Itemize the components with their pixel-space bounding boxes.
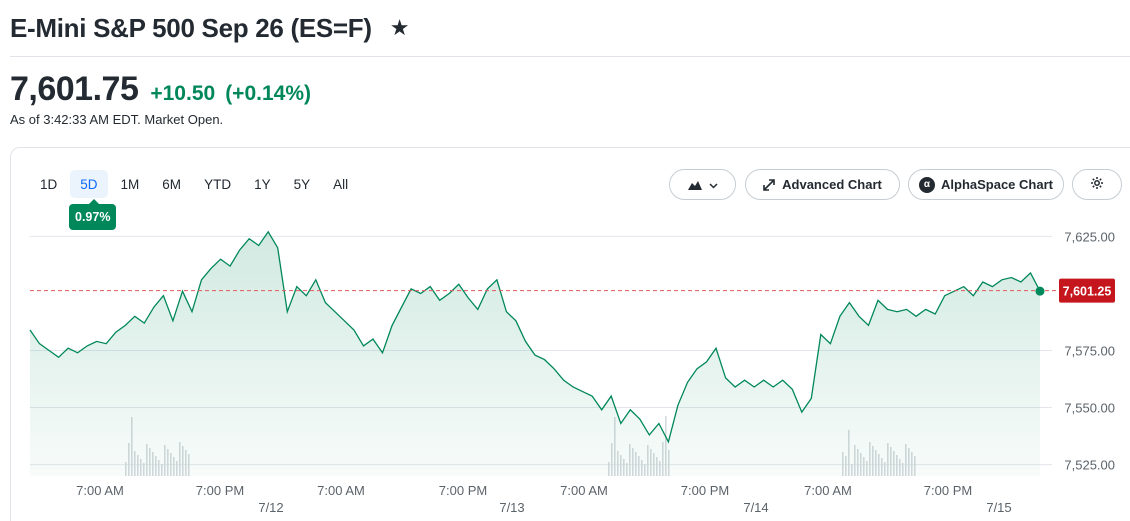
range-selector: 1D 5D 1M 6M YTD 1Y 5Y All — [30, 170, 361, 198]
y-axis-tick-label: 7,525.00 — [1064, 458, 1115, 473]
star-icon[interactable]: ★ — [389, 15, 410, 40]
alphaspace-logo-icon: α — [919, 176, 935, 193]
x-axis-time-label: 7:00 PM — [924, 483, 972, 498]
price-area-fill — [30, 231, 1040, 476]
range-all-button[interactable]: All — [323, 170, 358, 198]
range-change-badge: 0.97% — [69, 199, 117, 230]
advanced-chart-label: Advanced Chart — [782, 177, 882, 192]
page-title: E-Mini S&P 500 Sep 26 (ES=F) — [10, 12, 372, 43]
x-axis-time-label: 7:00 AM — [560, 483, 608, 498]
x-axis-time-label: 7:00 PM — [196, 483, 244, 498]
price-change: +10.50 — [150, 82, 216, 105]
price-change-percent: (+0.14%) — [225, 82, 311, 105]
x-axis-time-label: 7:00 AM — [76, 483, 124, 498]
x-axis-date-label: 7/15 — [986, 500, 1011, 515]
y-axis-tick-label: 7,550.00 — [1064, 401, 1115, 416]
range-5d-button[interactable]: 5D — [70, 170, 108, 198]
x-axis-time-label: 7:00 PM — [681, 483, 729, 498]
x-axis-time-label: 7:00 PM — [439, 483, 487, 498]
range-ytd-button[interactable]: YTD — [194, 170, 241, 198]
y-axis-tick-label: 7,625.00 — [1064, 229, 1115, 244]
chart-panel — [10, 147, 1130, 521]
expand-icon — [763, 178, 775, 191]
mountain-chart-icon — [687, 180, 702, 190]
current-price-tag — [1059, 278, 1115, 303]
alphaspace-chart-label: AlphaSpace Chart — [941, 177, 1053, 192]
header-divider — [10, 56, 1130, 57]
quote-timestamp: As of 3:42:33 AM EDT. Market Open. — [10, 112, 224, 127]
chart-type-button[interactable] — [669, 169, 736, 200]
quote-row: 7,601.75 +10.50 (+0.14%) — [10, 70, 311, 109]
x-axis-time-label: 7:00 AM — [317, 483, 365, 498]
alphaspace-chart-button[interactable]: α AlphaSpace Chart — [908, 169, 1064, 200]
current-price-tag-label: 7,601.25 — [1063, 285, 1112, 299]
chevron-down-icon — [708, 177, 718, 192]
x-axis-date-label: 7/14 — [743, 500, 768, 515]
title-row: E-Mini S&P 500 Sep 26 (ES=F) ★ — [10, 8, 409, 48]
gear-icon — [1090, 176, 1104, 193]
x-axis-time-label: 7:00 AM — [804, 483, 852, 498]
range-1y-button[interactable]: 1Y — [244, 170, 281, 198]
last-price-dot — [1035, 286, 1045, 296]
range-1d-button[interactable]: 1D — [30, 170, 67, 198]
advanced-chart-button[interactable]: Advanced Chart — [745, 169, 900, 200]
range-5y-button[interactable]: 5Y — [284, 170, 321, 198]
range-1m-button[interactable]: 1M — [111, 170, 150, 198]
x-axis-date-label: 7/13 — [499, 500, 524, 515]
range-6m-button[interactable]: 6M — [152, 170, 191, 198]
current-price: 7,601.75 — [10, 70, 139, 108]
y-axis-tick-label: 7,575.00 — [1064, 344, 1115, 359]
chart-settings-button[interactable] — [1072, 169, 1122, 200]
x-axis-date-label: 7/12 — [258, 500, 283, 515]
